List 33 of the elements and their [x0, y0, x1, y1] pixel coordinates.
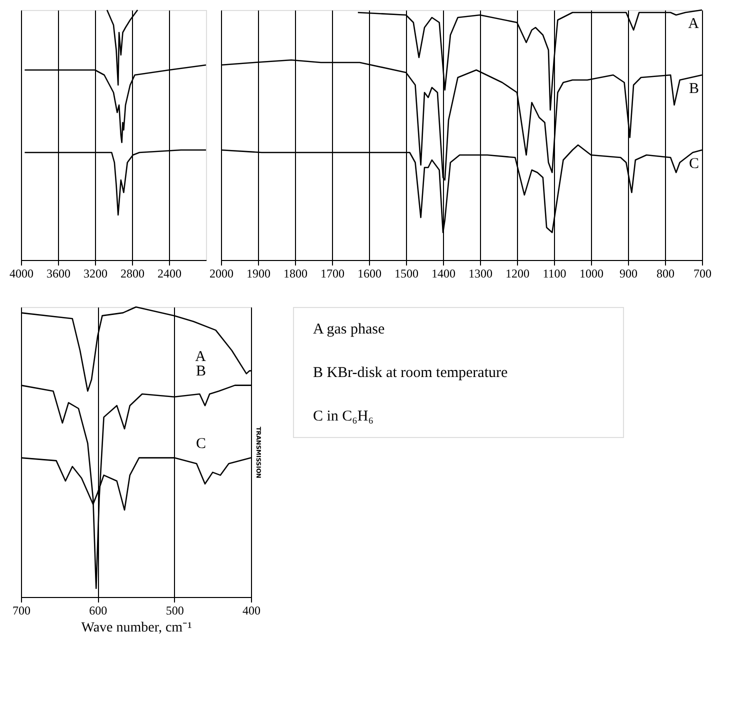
- x-tick-label: 1500: [394, 266, 418, 280]
- x-tick-label: 500: [166, 604, 184, 618]
- x-tick-label: 1300: [468, 266, 492, 280]
- x-tick-label: 2800: [120, 266, 144, 280]
- x-tick-label: 2400: [158, 266, 182, 280]
- x-tick-label: 800: [656, 266, 674, 280]
- x-tick-label: 400: [242, 604, 260, 618]
- text: C in C₆H₆: [313, 408, 374, 424]
- x-tick-label: 1800: [284, 266, 308, 280]
- series-label: A: [688, 16, 700, 32]
- x-tick-label: 600: [89, 604, 108, 618]
- x-tick-label: 1700: [320, 266, 344, 280]
- x-tick-label: 1900: [246, 266, 270, 280]
- x-tick-label: 3600: [46, 266, 70, 280]
- series-label: B: [196, 363, 206, 380]
- series-label: B: [688, 81, 699, 97]
- x-tick-label: 1400: [432, 266, 456, 280]
- text: A gas phase: [313, 322, 385, 338]
- x-tick-label: 1600: [358, 266, 382, 280]
- x-tick-label: 700: [694, 266, 712, 280]
- x-tick-label: 1100: [542, 266, 566, 280]
- series-label: A: [195, 348, 206, 365]
- series-label: C: [196, 436, 206, 452]
- x-tick-label: 2000: [210, 266, 234, 280]
- x-tick-label: 700: [12, 604, 30, 618]
- x-tick-label: 1200: [506, 266, 530, 280]
- x-tick-label: 4000: [10, 266, 34, 280]
- series-label: C: [688, 156, 699, 172]
- x-tick-label: 900: [620, 266, 638, 280]
- x-tick-label: 3200: [84, 266, 108, 280]
- x-axis-title: Wave number, cm⁻¹: [81, 620, 192, 636]
- text: B KBr-disk at room temperature: [313, 365, 508, 381]
- x-tick-label: 1000: [580, 266, 604, 280]
